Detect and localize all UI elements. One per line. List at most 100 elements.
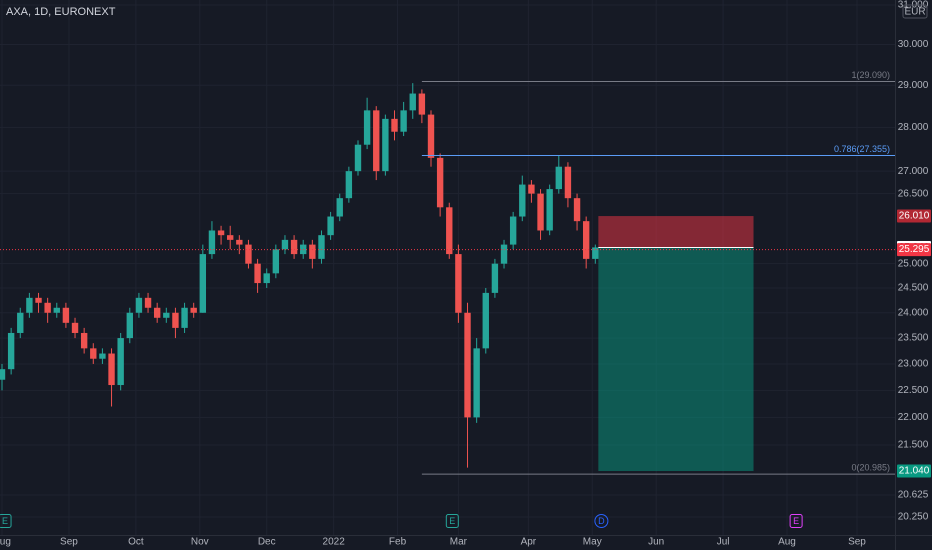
candle-body (509, 216, 517, 245)
stop-zone (598, 216, 754, 248)
candle-body (117, 338, 124, 386)
event-label: E (449, 516, 455, 526)
x-tick-label: Feb (389, 537, 407, 548)
y-tick-label: 27.000 (898, 166, 929, 177)
candle-body (336, 198, 343, 217)
x-tick-label: Mar (450, 537, 468, 548)
price-tag-label: 26.010 (899, 211, 930, 222)
candle-body (327, 216, 334, 236)
y-tick-label: 25.000 (898, 258, 929, 269)
event-marker (789, 514, 803, 528)
y-tick-label: 21.500 (898, 440, 929, 451)
candle-body (409, 93, 416, 111)
candle-body (500, 244, 508, 264)
y-tick-label: 22.500 (898, 385, 929, 396)
candle-body (263, 273, 270, 284)
candle-body (473, 348, 480, 418)
x-tick-label: Oct (128, 537, 144, 548)
y-tick-label: 20.625 (898, 490, 929, 501)
candle-body (318, 235, 325, 259)
x-tick-label: Sep (60, 537, 78, 548)
candle-body (391, 118, 398, 132)
candle-body (0, 369, 6, 380)
y-tick-label: 24.500 (898, 283, 929, 294)
price-tag (897, 209, 931, 223)
candle-body (208, 230, 216, 255)
candle-body (427, 114, 435, 158)
candle-body (35, 297, 42, 303)
candle-body (546, 189, 553, 231)
candle-body (7, 332, 15, 370)
event-label: D (598, 516, 605, 526)
y-tick-label: 20.250 (898, 512, 929, 523)
candle-body (309, 244, 316, 259)
candle-body (382, 118, 389, 172)
candle-body (482, 292, 489, 349)
event-label: E (2, 516, 8, 526)
x-tick-label: Sep (848, 537, 866, 548)
price-tag (897, 464, 931, 478)
y-tick-label: 26.500 (898, 188, 929, 199)
candle-body (281, 239, 289, 250)
price-tag (897, 243, 931, 257)
candle-body (354, 144, 362, 172)
candle-body (190, 307, 197, 313)
candle-body (90, 348, 97, 359)
candle-body (44, 302, 51, 313)
candle-body (464, 312, 471, 418)
y-tick-label: 24.000 (898, 307, 929, 318)
chart-title: AXA, 1D, EURONEXT (6, 6, 116, 18)
candle-body (199, 254, 207, 313)
y-tick-label: 30.000 (898, 39, 929, 50)
candle-body (245, 244, 252, 264)
x-tick-label: Jul (717, 537, 730, 548)
fib-label: 0.786(27.355) (834, 144, 890, 154)
candle-body (26, 297, 33, 313)
candle-body (236, 239, 243, 245)
candle-body (537, 193, 544, 231)
target-zone (598, 247, 754, 472)
candle-body (126, 312, 133, 339)
candle-body (373, 110, 380, 172)
candle-body (135, 297, 143, 313)
candle-body (455, 254, 462, 313)
candle-body (144, 297, 152, 308)
candle-body (519, 184, 526, 217)
x-tick-label: Jun (648, 537, 664, 548)
candle-body (254, 263, 261, 284)
candle-body (592, 247, 599, 259)
candle-body (71, 322, 79, 333)
candle-body (17, 312, 24, 333)
candle-body (153, 307, 161, 318)
x-tick-label: Dec (258, 537, 276, 548)
y-tick-label: 22.000 (898, 412, 929, 423)
candle-body (172, 312, 179, 328)
candle-body (436, 157, 444, 208)
event-marker (0, 514, 12, 528)
candle-body (573, 198, 581, 222)
fib-label: 0(20.985) (851, 463, 890, 473)
candle-body (53, 307, 60, 313)
candle-body (290, 239, 298, 255)
event-marker (445, 514, 459, 528)
event-label: E (793, 516, 799, 526)
fib-label: 1(29.090) (851, 70, 890, 80)
x-tick-label: 2022 (323, 537, 346, 548)
candle-body (99, 353, 106, 359)
candle-body (217, 230, 225, 236)
candle-body (564, 166, 572, 199)
candle-body (272, 249, 280, 274)
price-tag-label: 21.040 (899, 466, 930, 477)
candle-body (400, 110, 407, 132)
price-tag-label: 25.295 (899, 244, 930, 255)
y-tick-label: 28.000 (898, 122, 929, 133)
candle-body (363, 110, 371, 145)
candle-body (163, 312, 170, 318)
x-tick-label: May (583, 537, 602, 548)
plot: 1(29.090) 0.786(27.355) 0(20.985) E E D E (0, 70, 895, 528)
x-tick-label: Aug (0, 537, 11, 548)
candle-body (108, 353, 115, 386)
